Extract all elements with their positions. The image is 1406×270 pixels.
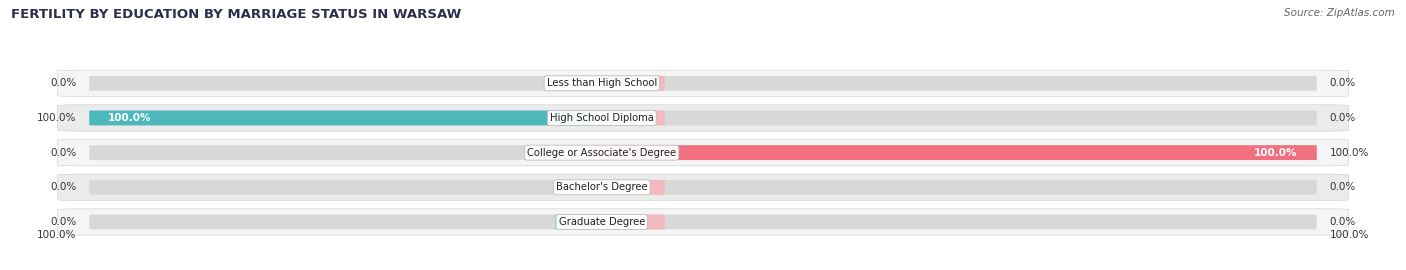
- FancyBboxPatch shape: [58, 209, 1348, 235]
- FancyBboxPatch shape: [90, 215, 609, 230]
- Text: Graduate Degree: Graduate Degree: [558, 217, 645, 227]
- Text: Bachelor's Degree: Bachelor's Degree: [555, 182, 648, 192]
- Text: 100.0%: 100.0%: [108, 113, 152, 123]
- Text: Less than High School: Less than High School: [547, 78, 657, 88]
- Text: 0.0%: 0.0%: [1330, 217, 1355, 227]
- Text: 0.0%: 0.0%: [51, 78, 76, 88]
- FancyBboxPatch shape: [90, 110, 609, 125]
- Text: 0.0%: 0.0%: [51, 148, 76, 158]
- FancyBboxPatch shape: [596, 76, 1317, 91]
- Text: 100.0%: 100.0%: [1254, 148, 1298, 158]
- FancyBboxPatch shape: [596, 110, 1317, 125]
- Text: 0.0%: 0.0%: [51, 182, 76, 192]
- Text: College or Associate's Degree: College or Associate's Degree: [527, 148, 676, 158]
- Text: 100.0%: 100.0%: [1330, 230, 1369, 240]
- FancyBboxPatch shape: [90, 76, 609, 91]
- Text: 0.0%: 0.0%: [51, 217, 76, 227]
- FancyBboxPatch shape: [596, 180, 665, 195]
- FancyBboxPatch shape: [555, 145, 609, 160]
- Text: High School Diploma: High School Diploma: [550, 113, 654, 123]
- Text: 0.0%: 0.0%: [1330, 182, 1355, 192]
- FancyBboxPatch shape: [58, 105, 1348, 131]
- FancyBboxPatch shape: [555, 76, 609, 91]
- FancyBboxPatch shape: [596, 215, 665, 230]
- FancyBboxPatch shape: [596, 215, 1317, 230]
- Text: 0.0%: 0.0%: [1330, 78, 1355, 88]
- FancyBboxPatch shape: [555, 215, 609, 230]
- FancyBboxPatch shape: [596, 180, 1317, 195]
- FancyBboxPatch shape: [90, 110, 609, 125]
- Text: 0.0%: 0.0%: [1330, 113, 1355, 123]
- FancyBboxPatch shape: [58, 174, 1348, 201]
- Text: Source: ZipAtlas.com: Source: ZipAtlas.com: [1284, 8, 1395, 18]
- FancyBboxPatch shape: [90, 145, 609, 160]
- Text: 100.0%: 100.0%: [37, 230, 76, 240]
- FancyBboxPatch shape: [58, 140, 1348, 166]
- Text: FERTILITY BY EDUCATION BY MARRIAGE STATUS IN WARSAW: FERTILITY BY EDUCATION BY MARRIAGE STATU…: [11, 8, 461, 21]
- Text: 100.0%: 100.0%: [37, 113, 76, 123]
- Text: 100.0%: 100.0%: [1330, 148, 1369, 158]
- FancyBboxPatch shape: [90, 180, 609, 195]
- FancyBboxPatch shape: [58, 70, 1348, 96]
- FancyBboxPatch shape: [596, 110, 665, 125]
- FancyBboxPatch shape: [596, 145, 1317, 160]
- FancyBboxPatch shape: [596, 145, 1317, 160]
- FancyBboxPatch shape: [596, 76, 665, 91]
- FancyBboxPatch shape: [555, 180, 609, 195]
